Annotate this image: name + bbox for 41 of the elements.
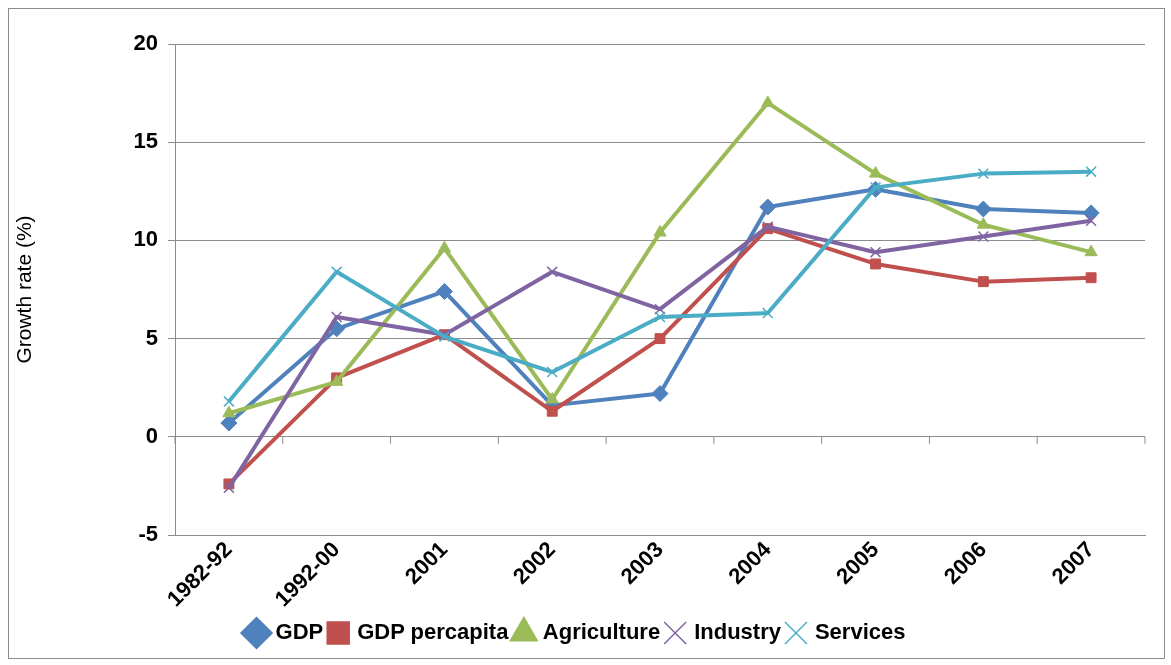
point	[974, 200, 992, 218]
point	[546, 405, 558, 417]
point	[651, 385, 669, 403]
legend-label: Services	[814, 619, 906, 645]
point	[869, 246, 882, 258]
y-tick-label: 15	[133, 128, 158, 154]
point	[653, 225, 667, 237]
point	[762, 307, 774, 319]
y-tick-label: 5	[145, 324, 158, 350]
y-tick-label: 0	[145, 422, 158, 448]
point	[545, 391, 559, 404]
legend-label: Agriculture	[542, 619, 661, 645]
point	[435, 282, 453, 300]
point	[761, 95, 775, 107]
point	[759, 198, 777, 216]
legend-label: Industry	[694, 619, 782, 645]
y-axis-title: Growth rate (%)	[12, 215, 36, 364]
point	[546, 366, 558, 378]
point	[1085, 165, 1097, 178]
point	[977, 167, 990, 180]
point	[330, 311, 343, 323]
y-tick-label: 20	[133, 30, 158, 56]
legend-label: GDP	[275, 619, 324, 645]
legend-label: GDP percapita	[357, 619, 510, 645]
point	[977, 230, 990, 243]
point	[654, 311, 666, 323]
point	[437, 240, 452, 253]
point	[223, 395, 235, 408]
y-tick-label: -5	[138, 521, 158, 547]
point	[1085, 215, 1097, 227]
point	[977, 276, 989, 288]
point	[546, 266, 558, 278]
point	[870, 258, 882, 270]
point	[1085, 272, 1097, 284]
point	[223, 482, 235, 494]
point	[1084, 244, 1098, 257]
y-tick-label: 10	[133, 226, 158, 252]
point	[220, 414, 238, 432]
point	[222, 405, 236, 418]
point	[654, 333, 666, 345]
point	[976, 217, 990, 229]
